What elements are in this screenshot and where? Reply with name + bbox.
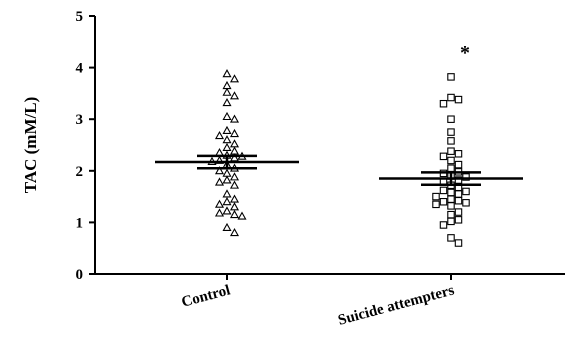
data-point-triangle bbox=[223, 190, 230, 196]
data-points bbox=[208, 70, 469, 246]
data-point-triangle bbox=[216, 210, 223, 216]
data-point-square bbox=[433, 193, 439, 199]
data-point-square bbox=[448, 196, 454, 202]
data-point-square bbox=[440, 153, 446, 159]
data-point-triangle bbox=[223, 89, 230, 95]
data-point-square bbox=[455, 209, 461, 215]
data-point-triangle bbox=[216, 179, 223, 185]
significance-asterisk: * bbox=[460, 42, 470, 64]
data-point-square bbox=[448, 165, 454, 171]
data-point-square bbox=[455, 191, 461, 197]
data-point-square bbox=[448, 157, 454, 163]
data-point-triangle bbox=[223, 136, 230, 142]
data-point-square bbox=[448, 189, 454, 195]
data-point-square bbox=[455, 161, 461, 167]
data-point-triangle bbox=[231, 203, 238, 209]
data-point-triangle bbox=[223, 70, 230, 76]
data-point-triangle bbox=[223, 144, 230, 150]
data-point-square bbox=[448, 235, 454, 241]
data-point-square bbox=[448, 211, 454, 217]
y-tick-label: 3 bbox=[76, 112, 84, 128]
data-point-triangle bbox=[231, 196, 238, 202]
data-point-square bbox=[440, 187, 446, 193]
data-point-square bbox=[463, 188, 469, 194]
data-point-triangle bbox=[231, 140, 238, 146]
x-category-label: Suicide attempters bbox=[336, 282, 456, 328]
data-point-square bbox=[455, 198, 461, 204]
y-tick-label: 5 bbox=[76, 9, 84, 25]
data-point-square bbox=[440, 101, 446, 107]
data-point-triangle bbox=[231, 182, 238, 188]
data-point-square bbox=[440, 222, 446, 228]
data-point-square bbox=[455, 240, 461, 246]
category-labels: Control Suicide attempters bbox=[180, 282, 456, 328]
data-point-square bbox=[440, 199, 446, 205]
data-point-triangle bbox=[223, 198, 230, 204]
data-point-triangle bbox=[223, 99, 230, 105]
data-point-triangle bbox=[231, 211, 238, 217]
y-tick-label: 4 bbox=[76, 61, 84, 77]
data-point-triangle bbox=[223, 127, 230, 133]
data-point-triangle bbox=[216, 201, 223, 207]
data-point-triangle bbox=[223, 82, 230, 88]
data-point-triangle bbox=[223, 207, 230, 213]
data-point-square bbox=[448, 94, 454, 100]
data-point-triangle bbox=[231, 92, 238, 98]
x-category-label: Control bbox=[180, 282, 232, 310]
y-tick-label: 2 bbox=[76, 164, 84, 180]
data-point-triangle bbox=[231, 75, 238, 81]
data-point-triangle bbox=[223, 113, 230, 119]
data-point-square bbox=[448, 138, 454, 144]
data-point-triangle bbox=[223, 176, 230, 182]
data-point-square bbox=[463, 200, 469, 206]
data-point-square bbox=[448, 148, 454, 154]
data-point-square bbox=[448, 116, 454, 122]
data-point-triangle bbox=[231, 130, 238, 136]
data-point-triangle bbox=[231, 173, 238, 179]
data-point-square bbox=[433, 201, 439, 207]
data-point-triangle bbox=[231, 116, 238, 122]
axes: 0 1 2 3 4 5 bbox=[76, 9, 566, 283]
data-point-square bbox=[448, 218, 454, 224]
data-point-square bbox=[455, 217, 461, 223]
data-point-square bbox=[455, 96, 461, 102]
data-point-triangle bbox=[238, 213, 245, 219]
data-point-triangle bbox=[223, 224, 230, 230]
y-tick-label: 1 bbox=[76, 215, 84, 231]
y-tick-label: 0 bbox=[76, 267, 84, 283]
data-point-triangle bbox=[231, 229, 238, 235]
data-point-square bbox=[448, 74, 454, 80]
y-axis-label: TAC (mM/L) bbox=[21, 97, 40, 193]
data-point-triangle bbox=[216, 132, 223, 138]
data-point-square bbox=[448, 129, 454, 135]
data-point-triangle bbox=[223, 170, 230, 176]
data-point-triangle bbox=[231, 148, 238, 154]
data-point-square bbox=[448, 203, 454, 209]
data-point-square bbox=[455, 151, 461, 157]
